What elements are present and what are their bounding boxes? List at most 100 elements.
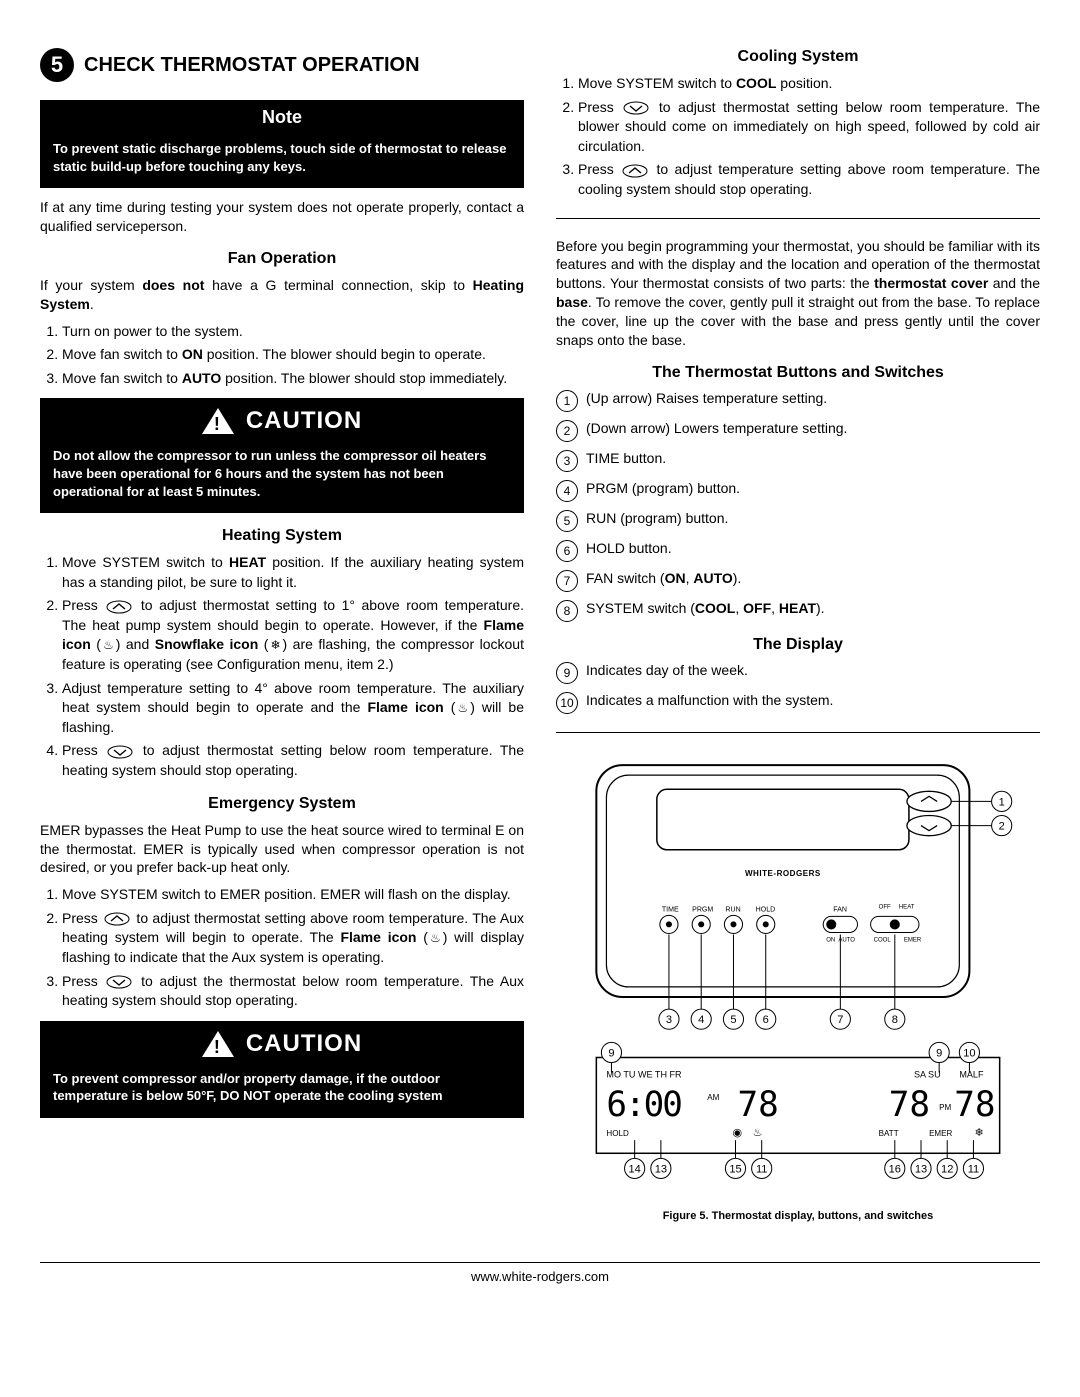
item-text: SYSTEM switch (COOL, OFF, HEAT).: [586, 600, 825, 616]
svg-text:WHITE-RODGERS: WHITE-RODGERS: [745, 869, 821, 878]
caution-title: CAUTION: [246, 407, 362, 435]
list-item: Move SYSTEM switch to EMER position. EME…: [62, 885, 524, 905]
item-number: 7: [556, 570, 578, 592]
text: have a G terminal connection, skip to: [204, 277, 472, 293]
list-item: 10 Indicates a malfunction with the syste…: [556, 692, 1040, 714]
list-item: 8 SYSTEM switch (COOL, OFF, HEAT).: [556, 600, 1040, 622]
step-number: 5: [40, 48, 74, 82]
svg-text:HEAT: HEAT: [899, 904, 915, 910]
svg-text:13: 13: [655, 1163, 667, 1175]
item-number: 6: [556, 540, 578, 562]
emer-intro: EMER bypasses the Heat Pump to use the h…: [40, 821, 524, 878]
svg-text:6:00: 6:00: [606, 1085, 681, 1125]
item-text: (Up arrow) Raises temperature setting.: [586, 390, 827, 406]
item-text: FAN switch (ON, AUTO).: [586, 570, 741, 586]
svg-text:9: 9: [608, 1047, 614, 1059]
svg-text:FAN: FAN: [833, 906, 847, 913]
item-number: 4: [556, 480, 578, 502]
svg-text:TIME: TIME: [662, 906, 679, 913]
list-item: Press to adjust thermostat setting below…: [578, 98, 1040, 157]
svg-text:3: 3: [666, 1014, 672, 1026]
text: .: [90, 296, 94, 312]
svg-text:11: 11: [968, 1163, 979, 1175]
list-item: Press to adjust the thermostat below roo…: [62, 972, 524, 1011]
svg-text:16: 16: [889, 1163, 901, 1175]
item-text: RUN (program) button.: [586, 510, 728, 526]
caution-body: To prevent compressor and/or property da…: [43, 1064, 521, 1115]
svg-text:7: 7: [837, 1014, 843, 1026]
svg-text:14: 14: [628, 1163, 640, 1175]
svg-text:1: 1: [999, 796, 1005, 808]
emer-title: Emergency System: [40, 795, 524, 813]
item-number: 8: [556, 600, 578, 622]
item-text: PRGM (program) button.: [586, 480, 740, 496]
item-number: 10: [556, 692, 578, 714]
list-item: Adjust temperature setting to 4° above r…: [62, 679, 524, 738]
list-item: Turn on power to the system.: [62, 322, 524, 342]
item-text: TIME button.: [586, 450, 666, 466]
svg-text:EMER: EMER: [929, 1129, 952, 1138]
svg-text:◉: ◉: [732, 1127, 742, 1139]
diagram-svg: 1 2 WHITE-RODGERS TIME PRGM RUN HOLD FAN…: [556, 755, 1040, 1199]
svg-text:13: 13: [915, 1163, 927, 1175]
caution-body: Do not allow the compressor to run unles…: [43, 441, 521, 510]
item-number: 2: [556, 420, 578, 442]
svg-text:15: 15: [729, 1163, 741, 1175]
item-text: Indicates day of the week.: [586, 662, 748, 678]
svg-text:6: 6: [763, 1014, 769, 1026]
svg-text:PRGM: PRGM: [692, 906, 713, 913]
svg-text:2: 2: [999, 821, 1005, 833]
svg-text:❄: ❄: [974, 1127, 983, 1139]
svg-text:HOLD: HOLD: [606, 1129, 629, 1138]
warning-icon: [202, 1031, 234, 1057]
step-header: 5 CHECK THERMOSTAT OPERATION: [40, 48, 524, 82]
item-text: (Down arrow) Lowers temperature setting.: [586, 420, 847, 436]
list-item: 4 PRGM (program) button.: [556, 480, 1040, 502]
item-text: Indicates a malfunction with the system.: [586, 692, 833, 708]
bold-text: does not: [142, 277, 204, 293]
text: If your system: [40, 277, 142, 293]
fan-intro: If your system does not have a G termina…: [40, 276, 524, 314]
svg-text:BATT: BATT: [879, 1129, 899, 1138]
list-item: Press to adjust temperature setting abov…: [578, 160, 1040, 199]
item-number: 5: [556, 510, 578, 532]
caution-title: CAUTION: [246, 1030, 362, 1058]
list-item: 2 (Down arrow) Lowers temperature setting…: [556, 420, 1040, 442]
list-item: Move SYSTEM switch to COOL position.: [578, 74, 1040, 94]
svg-text:MO TU WE TH FR: MO TU WE TH FR: [606, 1070, 682, 1080]
list-item: 6 HOLD button.: [556, 540, 1040, 562]
svg-text:PM: PM: [939, 1103, 951, 1112]
list-item: 5 RUN (program) button.: [556, 510, 1040, 532]
step-title: CHECK THERMOSTAT OPERATION: [84, 54, 420, 77]
svg-text:COOL: COOL: [874, 937, 892, 943]
list-item: Press to adjust thermostat setting above…: [62, 909, 524, 968]
svg-text:♨: ♨: [753, 1127, 763, 1139]
svg-text:RUN: RUN: [725, 906, 740, 913]
heat-title: Heating System: [40, 527, 524, 545]
heat-steps: Move SYSTEM switch to HEAT position. If …: [40, 553, 524, 781]
note-body: To prevent static discharge problems, to…: [43, 134, 521, 185]
warning-icon: [202, 408, 234, 434]
svg-text:78: 78: [889, 1085, 930, 1125]
fan-title: Fan Operation: [40, 250, 524, 268]
fan-steps: Turn on power to the system. Move fan swi…: [40, 322, 524, 389]
buttons-title: The Thermostat Buttons and Switches: [556, 364, 1040, 382]
list-item: Move SYSTEM switch to HEAT position. If …: [62, 553, 524, 592]
separator: [556, 732, 1040, 733]
svg-text:8: 8: [892, 1014, 898, 1026]
svg-text:11: 11: [756, 1163, 768, 1175]
intro2: Before you begin programming your thermo…: [556, 237, 1040, 350]
svg-text:78: 78: [738, 1085, 779, 1125]
list-item: Move fan switch to AUTO position. The bl…: [62, 369, 524, 389]
cool-title: Cooling System: [556, 48, 1040, 66]
caution-box-1: CAUTION Do not allow the compressor to r…: [40, 398, 524, 513]
item-text: HOLD button.: [586, 540, 672, 556]
note-header: Note: [43, 103, 521, 134]
list-item: 3TIME button.: [556, 450, 1040, 472]
diagram-caption: Figure 5. Thermostat display, buttons, a…: [556, 1210, 1040, 1222]
caution-box-2: CAUTION To prevent compressor and/or pro…: [40, 1021, 524, 1118]
item-number: 9: [556, 662, 578, 684]
svg-text:MALF: MALF: [959, 1070, 984, 1080]
separator: [556, 218, 1040, 219]
list-item: Press to adjust thermostat setting to 1°…: [62, 596, 524, 674]
